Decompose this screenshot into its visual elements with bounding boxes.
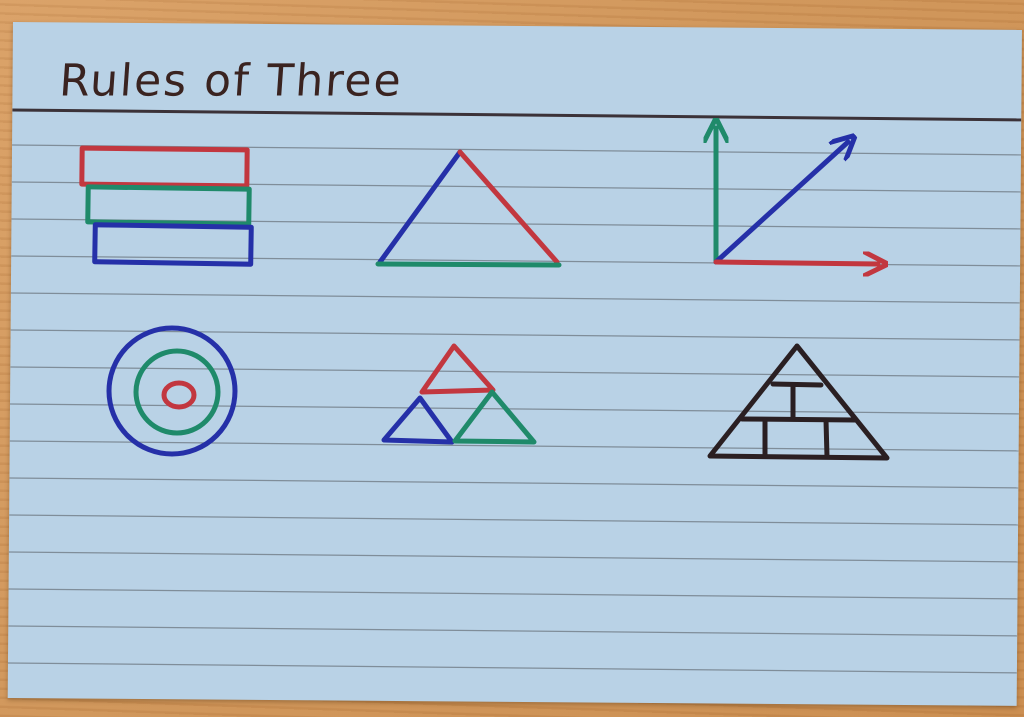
rule-line	[10, 366, 1020, 378]
blue-diagonal-axis	[713, 142, 848, 265]
blue-left-triangle	[381, 395, 455, 445]
rule-line	[9, 514, 1019, 526]
pyramid-row-1	[770, 381, 824, 388]
blue-bar	[92, 222, 254, 267]
triangle-blue-side	[377, 149, 463, 265]
target-drawing	[106, 325, 238, 457]
title-rule	[12, 108, 1022, 122]
axes-drawing	[716, 128, 878, 264]
green-right-triangle	[452, 389, 537, 445]
triangle-red-side	[457, 149, 560, 265]
red-axis	[713, 262, 878, 264]
rule-line	[8, 551, 1018, 563]
stacked-bars-drawing	[79, 145, 254, 267]
pyramid-drawing	[707, 343, 890, 461]
inner-red-ring	[161, 380, 197, 410]
middle-green-ring	[133, 348, 221, 436]
rule-line	[8, 588, 1018, 600]
pyramid-outline	[707, 343, 890, 461]
red-top-triangle	[419, 343, 496, 395]
red-bar	[79, 145, 250, 189]
triangle-drawing	[375, 149, 562, 268]
rule-line	[11, 218, 1021, 230]
triangle-green-base	[375, 261, 562, 268]
green-bar	[85, 184, 252, 227]
pyramid-brick-3	[823, 417, 830, 460]
rule-line	[9, 440, 1019, 452]
rule-line	[8, 625, 1018, 637]
pyramid-row-2	[739, 416, 858, 423]
triforce-drawing	[381, 343, 537, 445]
rule-line	[9, 477, 1019, 489]
rule-line	[7, 662, 1017, 674]
rule-line	[10, 292, 1020, 304]
outer-blue-ring	[106, 325, 238, 457]
rule-line	[10, 329, 1020, 341]
